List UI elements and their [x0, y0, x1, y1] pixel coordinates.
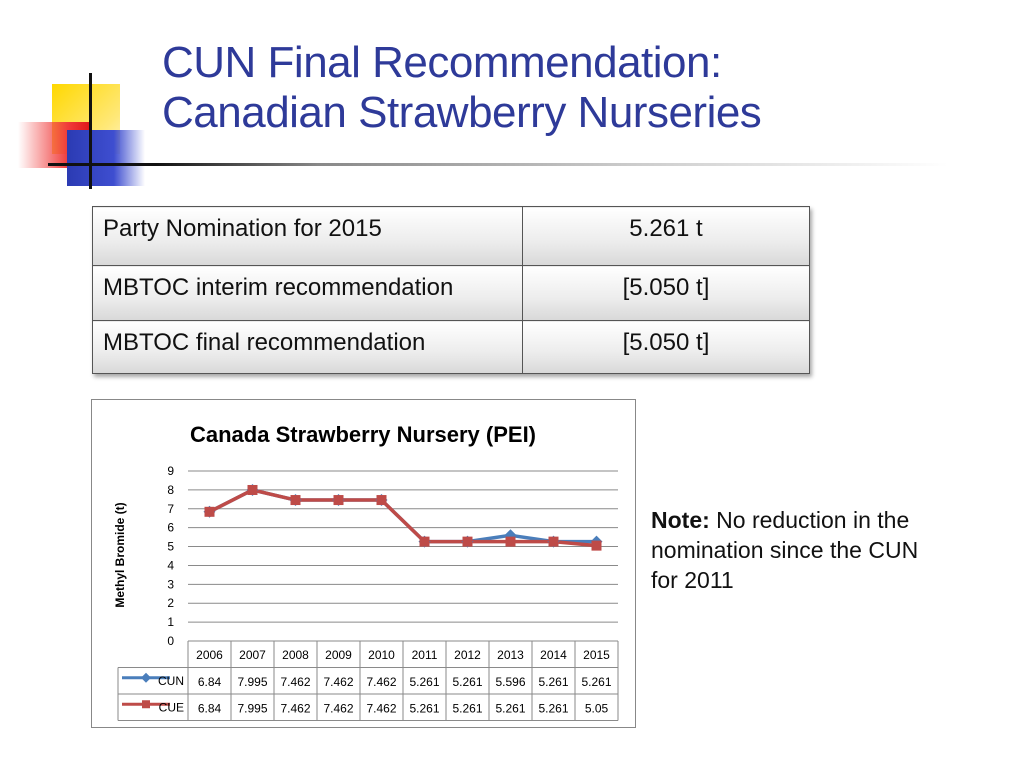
title-underline: [48, 163, 948, 166]
slide-title: CUN Final Recommendation: Canadian Straw…: [162, 38, 762, 138]
data-label: 5.261: [452, 701, 482, 715]
data-label: 7.462: [366, 701, 396, 715]
data-label: 6.84: [198, 675, 222, 689]
y-tick-label: 1: [167, 615, 174, 629]
data-label: 5.261: [538, 675, 568, 689]
x-tick-label: 2012: [454, 648, 481, 662]
data-point-cue: [376, 495, 387, 506]
chart-gridlines: [188, 470, 618, 642]
y-tick-label: 8: [167, 483, 174, 497]
y-tick-label: 5: [167, 540, 174, 554]
slide-title-line-2: Canadian Strawberry Nurseries: [162, 88, 762, 137]
data-point-cue: [419, 536, 430, 547]
y-tick-label: 9: [167, 464, 174, 478]
table-cell-label: MBTOC final recommendation: [92, 320, 523, 374]
data-point-cue: [290, 495, 301, 506]
data-point-cue: [548, 536, 559, 547]
data-point-cue: [204, 506, 215, 517]
legend-key-marker: [141, 672, 151, 683]
data-label: 7.995: [237, 701, 267, 715]
chart-series: [203, 483, 603, 551]
data-label: 5.261: [409, 701, 439, 715]
x-tick-label: 2008: [282, 648, 309, 662]
table-row: MBTOC interim recommendation [5.050 t]: [92, 265, 810, 321]
y-tick-label: 2: [167, 596, 174, 610]
slide-title-line-1: CUN Final Recommendation:: [162, 38, 722, 87]
y-tick-label: 7: [167, 502, 174, 516]
data-label: 7.462: [323, 675, 353, 689]
x-tick-label: 2006: [196, 648, 223, 662]
data-label: 7.462: [280, 701, 310, 715]
data-label: 5.596: [495, 675, 525, 689]
data-label: 5.261: [538, 701, 568, 715]
data-point-cue: [333, 495, 344, 506]
data-label: 7.462: [366, 675, 396, 689]
legend-key-marker: [142, 700, 150, 709]
note-label: Note:: [651, 507, 710, 533]
data-label: 5.261: [409, 675, 439, 689]
y-tick-label: 6: [167, 521, 174, 535]
data-point-cue: [462, 536, 473, 547]
chart-frame: Canada Strawberry Nursery (PEI) Methyl B…: [91, 399, 636, 728]
data-point-cue: [505, 536, 516, 547]
data-point-cun: [504, 529, 517, 542]
data-label: 7.995: [237, 675, 267, 689]
legend-entry-cue: CUE: [159, 700, 184, 714]
y-tick-label: 4: [167, 558, 174, 572]
data-label: 6.84: [198, 701, 222, 715]
x-tick-label: 2014: [540, 648, 567, 662]
summary-table: Party Nomination for 2015 5.261 t MBTOC …: [92, 206, 810, 374]
table-cell-value: [5.050 t]: [522, 320, 810, 374]
table-cell-value: [5.050 t]: [522, 265, 810, 321]
table-row: Party Nomination for 2015 5.261 t: [92, 206, 810, 266]
note-text: Note: No reduction in the nomination sin…: [651, 505, 951, 595]
x-tick-label: 2013: [497, 648, 524, 662]
data-label: 5.05: [585, 701, 609, 715]
data-label: 5.261: [581, 675, 611, 689]
data-label: 5.261: [495, 701, 525, 715]
chart-title: Canada Strawberry Nursery (PEI): [190, 422, 536, 447]
logo-vertical-line: [89, 73, 92, 189]
x-tick-label: 2010: [368, 648, 395, 662]
table-cell-value: 5.261 t: [522, 206, 810, 266]
x-tick-label: 2015: [583, 648, 610, 662]
table-row: MBTOC final recommendation [5.050 t]: [92, 320, 810, 374]
y-tick-label: 3: [167, 577, 174, 591]
logo-blue-square: [67, 130, 145, 186]
y-axis-ticks: 0 1 2 3 4 5 6 7 8 9: [167, 464, 174, 648]
data-label: 5.261: [452, 675, 482, 689]
line-chart: Canada Strawberry Nursery (PEI) Methyl B…: [113, 422, 619, 721]
x-tick-label: 2009: [325, 648, 352, 662]
y-axis-label: Methyl Bromide (t): [113, 502, 127, 607]
series-line-cun: [208, 488, 597, 544]
table-cell-label: Party Nomination for 2015: [92, 206, 523, 266]
series-line-cue: [208, 488, 597, 548]
x-tick-label: 2007: [239, 648, 266, 662]
legend-entry-cun: CUN: [158, 674, 184, 688]
data-label: 7.462: [323, 701, 353, 715]
y-tick-label: 0: [167, 634, 174, 648]
data-label: 7.462: [280, 675, 310, 689]
x-tick-label: 2011: [412, 648, 438, 662]
table-cell-label: MBTOC interim recommendation: [92, 265, 523, 321]
data-point-cue: [591, 540, 602, 551]
data-point-cue: [247, 484, 258, 495]
chart-data-table: 2006 2007 2008 2009 2010 2011 2012 2013 2014 2015…: [117, 640, 619, 721]
note-body: No reduction in the nomination since the…: [651, 507, 919, 593]
